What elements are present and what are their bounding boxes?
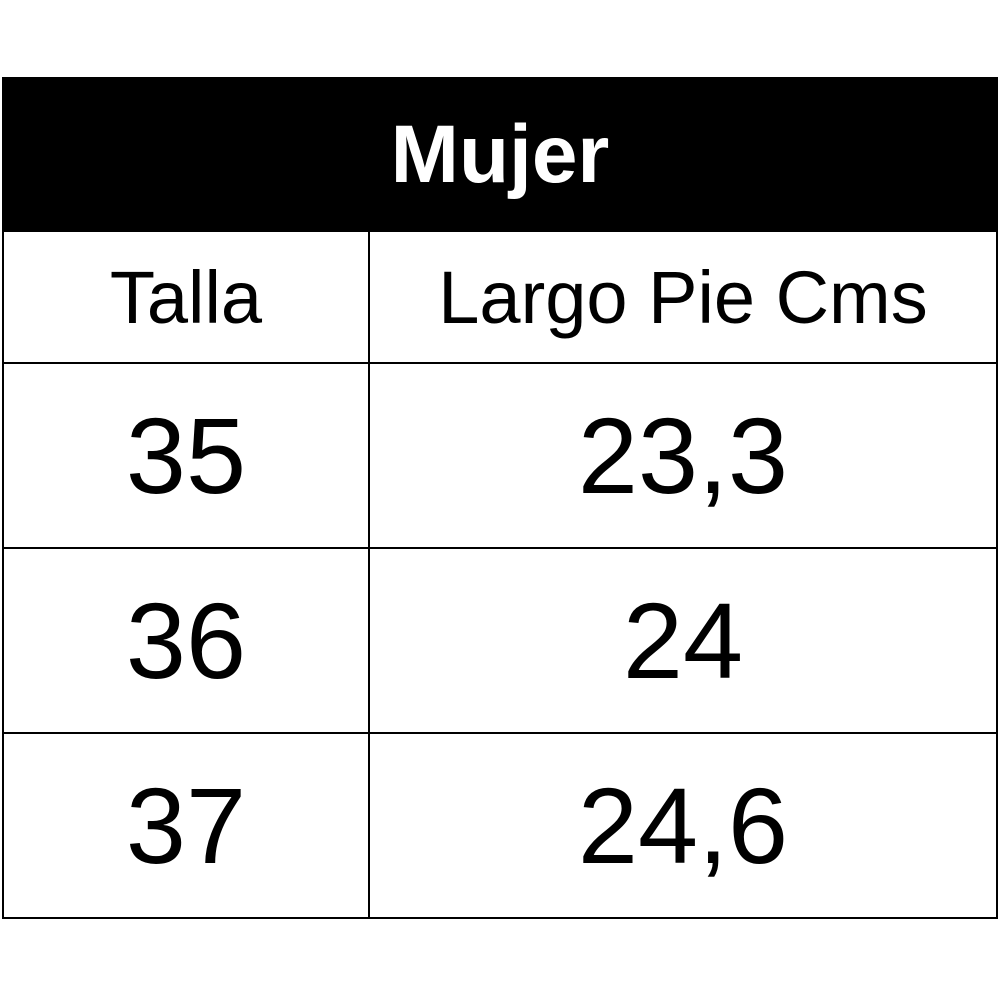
size-table: Mujer Talla Largo Pie Cms 35 23,3 36 24 … bbox=[2, 77, 998, 919]
data-row: 36 24 bbox=[2, 547, 998, 734]
length-cell: 24 bbox=[368, 547, 998, 734]
length-cell: 23,3 bbox=[368, 362, 998, 549]
table-title: Mujer bbox=[2, 77, 998, 232]
header-row: Talla Largo Pie Cms bbox=[2, 230, 998, 364]
size-cell: 37 bbox=[2, 732, 370, 919]
column-header: Talla bbox=[2, 230, 370, 364]
title-row: Mujer bbox=[2, 77, 998, 232]
data-row: 35 23,3 bbox=[2, 362, 998, 549]
length-cell: 24,6 bbox=[368, 732, 998, 919]
data-row: 37 24,6 bbox=[2, 732, 998, 919]
column-header: Largo Pie Cms bbox=[368, 230, 998, 364]
size-cell: 36 bbox=[2, 547, 370, 734]
size-cell: 35 bbox=[2, 362, 370, 549]
